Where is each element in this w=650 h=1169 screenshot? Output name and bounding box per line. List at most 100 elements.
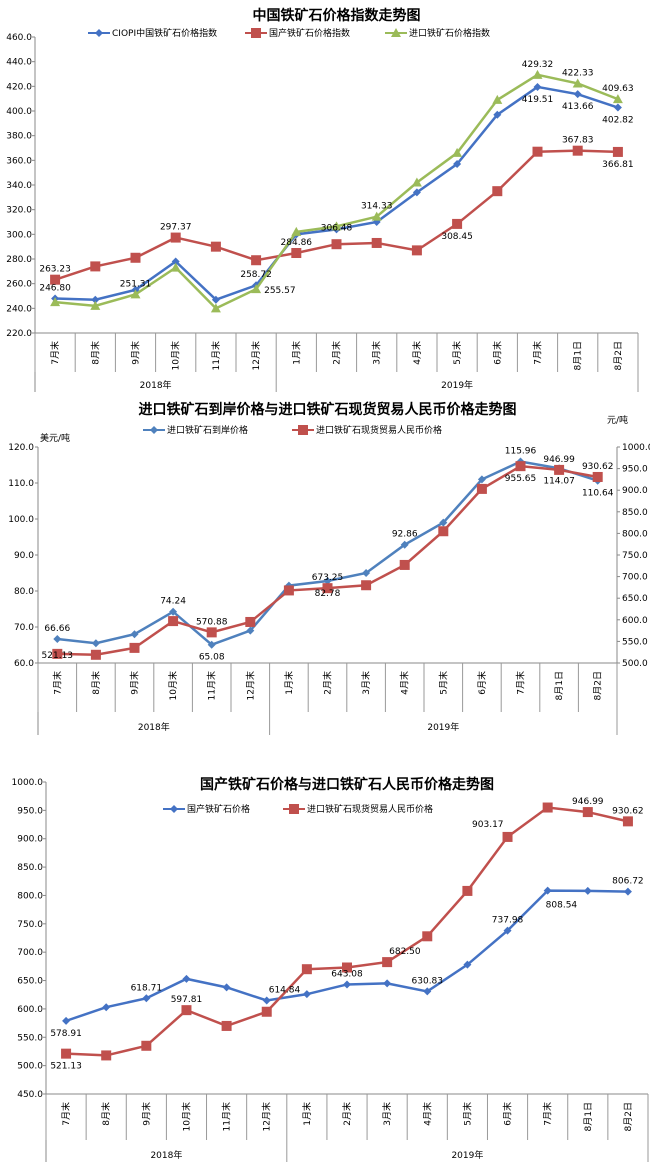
x-tick-label: 8月1日	[573, 341, 584, 370]
series-line	[55, 85, 619, 302]
data-point	[572, 78, 583, 88]
y-tick-label: 280.0	[6, 255, 32, 265]
series-3	[50, 69, 623, 313]
data-point	[207, 640, 216, 649]
data-point	[221, 1020, 232, 1031]
data-point	[181, 1005, 192, 1016]
y-tick-label: 420.0	[6, 82, 32, 92]
y2-tick-label: 650.0	[622, 594, 648, 604]
y-tick-label: 850.0	[17, 863, 43, 873]
data-point	[291, 248, 302, 259]
data-point	[452, 218, 463, 229]
x-tick-label: 4月末	[399, 671, 411, 695]
data-label: 930.62	[612, 806, 644, 816]
data-label: 422.33	[562, 68, 594, 78]
legend-label: 进口铁矿石现货贸易人民币价格	[316, 424, 442, 436]
y-tick-label: 950.0	[17, 806, 43, 816]
x-tick-label: 8月2日	[613, 341, 624, 370]
data-point	[411, 177, 422, 187]
y-tick-label: 600.0	[17, 1005, 43, 1015]
x-group-label: 2019年	[451, 1149, 483, 1161]
data-point	[492, 186, 503, 197]
y-tick-label: 1000.0	[12, 778, 44, 788]
data-point	[382, 957, 393, 968]
data-point	[141, 1040, 152, 1051]
y-tick-label: 70.0	[14, 623, 34, 633]
data-point	[251, 255, 262, 266]
data-label: 614.84	[269, 985, 301, 995]
data-label: 409.63	[602, 84, 634, 94]
data-point	[182, 974, 191, 983]
data-label: 808.54	[546, 901, 578, 911]
legend-marker	[251, 28, 261, 38]
x-tick-label: 2月末	[322, 671, 334, 695]
data-point	[130, 289, 141, 299]
x-tick-label: 2月末	[341, 1102, 353, 1126]
data-point	[543, 886, 552, 895]
data-point	[130, 630, 139, 639]
y-tick-label: 120.0	[8, 443, 34, 453]
series-line	[57, 464, 598, 657]
data-label: 903.17	[472, 820, 504, 830]
data-point	[130, 252, 141, 263]
y2-tick-label: 1000.0	[622, 443, 650, 453]
chart-title: 中国铁矿石价格指数走势图	[253, 7, 421, 24]
y2-tick-label: 800.0	[622, 529, 648, 539]
data-point	[170, 262, 181, 272]
x-tick-label: 7月末	[51, 671, 63, 695]
data-label: 570.88	[196, 617, 228, 627]
x-tick-label: 9月末	[130, 341, 142, 365]
data-point	[532, 146, 543, 157]
x-group-label: 2018年	[138, 721, 170, 733]
data-point	[171, 257, 180, 266]
data-point	[261, 1006, 272, 1017]
data-label: 367.83	[562, 136, 594, 146]
data-point	[453, 160, 462, 169]
x-tick-label: 9月末	[140, 1102, 152, 1126]
data-point	[439, 518, 448, 527]
data-label: 82.78	[315, 589, 341, 599]
data-point	[622, 816, 633, 827]
data-point	[52, 648, 63, 659]
data-point	[291, 226, 302, 236]
x-tick-label: 3月末	[360, 671, 372, 695]
y-tick-label: 360.0	[6, 156, 32, 166]
data-point	[362, 569, 371, 577]
y-tick-label: 300.0	[6, 230, 32, 240]
y-tick-label: 220.0	[6, 329, 32, 339]
x-group-label: 2019年	[427, 721, 459, 733]
data-label: 114.07	[543, 476, 575, 486]
y-tick-label: 340.0	[6, 181, 32, 191]
data-point	[573, 90, 582, 99]
y-tick-label: 90.0	[14, 551, 34, 561]
data-label: 946.99	[543, 455, 575, 465]
data-point	[452, 147, 463, 157]
chart-2: 进口铁矿石到岸价格与进口铁矿石现货贸易人民币价格走势图 60.0 70.0 80.0 9…	[8, 401, 650, 735]
data-point	[612, 94, 623, 104]
data-point	[61, 1048, 72, 1059]
data-label: 682.50	[389, 947, 421, 957]
data-point	[515, 461, 526, 472]
data-point	[91, 295, 100, 304]
series-2	[61, 802, 633, 1061]
data-point	[400, 540, 409, 549]
data-point	[554, 464, 565, 475]
data-label: 597.81	[171, 995, 203, 1005]
data-label: 429.32	[522, 60, 554, 70]
y-tick-label: 550.0	[17, 1033, 43, 1043]
data-label: 246.80	[39, 283, 71, 293]
y-tick-label: 320.0	[6, 206, 32, 216]
data-label: 673.25	[312, 573, 344, 583]
data-point	[423, 987, 432, 996]
x-group-label: 2018年	[140, 379, 172, 391]
data-label: 946.99	[572, 797, 604, 807]
series-2	[50, 145, 623, 285]
y2-tick-label: 700.0	[622, 573, 648, 583]
data-point	[462, 885, 473, 896]
data-label: 366.81	[602, 160, 634, 170]
series-1	[62, 886, 632, 1025]
x-tick-label: 4月末	[411, 341, 423, 365]
data-point	[411, 245, 422, 256]
y-tick-label: 80.0	[14, 587, 34, 597]
y-tick-label: 800.0	[17, 891, 43, 901]
